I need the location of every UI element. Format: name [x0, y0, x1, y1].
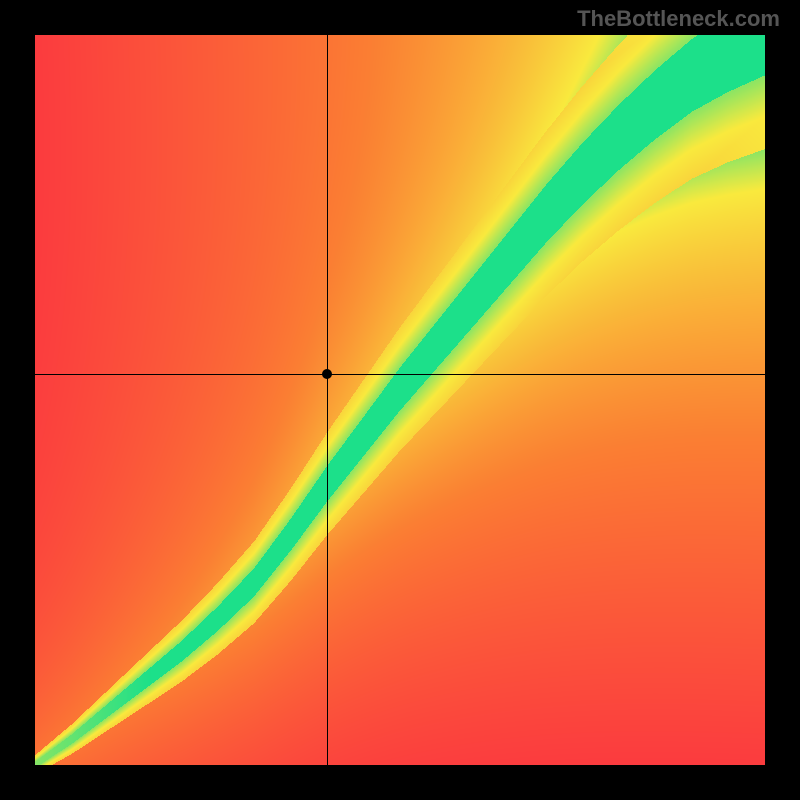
- crosshair-vertical: [327, 35, 328, 765]
- chart-container: TheBottleneck.com: [0, 0, 800, 800]
- plot-area: [35, 35, 765, 765]
- heatmap-canvas: [35, 35, 765, 765]
- watermark-text: TheBottleneck.com: [577, 6, 780, 32]
- crosshair-marker: [322, 369, 332, 379]
- crosshair-horizontal: [35, 374, 765, 375]
